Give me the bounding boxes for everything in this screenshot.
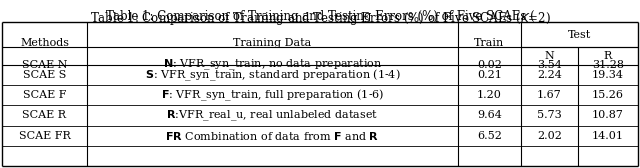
Text: 0.21: 0.21 xyxy=(477,70,502,80)
Text: 1.20: 1.20 xyxy=(477,90,502,100)
Text: SCAE R: SCAE R xyxy=(22,111,67,120)
Text: R: R xyxy=(604,51,612,61)
Text: Train: Train xyxy=(474,38,504,49)
Text: Methods: Methods xyxy=(20,38,69,49)
Text: Table 1: Comparison of Training and Testing Errors (%) of Five SCAEs (: Table 1: Comparison of Training and Test… xyxy=(106,10,534,23)
Text: Test: Test xyxy=(568,30,591,39)
Text: 14.01: 14.01 xyxy=(592,131,624,141)
Text: Table 1: Comparison of Training and Testing Errors (%) of Five SCAEs ($K$=2): Table 1: Comparison of Training and Test… xyxy=(90,10,550,27)
Text: 6.52: 6.52 xyxy=(477,131,502,141)
Text: $\mathbf{R}$:VFR_real_u, real unlabeled dataset: $\mathbf{R}$:VFR_real_u, real unlabeled … xyxy=(166,108,379,123)
Text: 10.87: 10.87 xyxy=(592,111,624,120)
Text: $\mathbf{N}$: VFR_syn_train, no data preparation: $\mathbf{N}$: VFR_syn_train, no data pre… xyxy=(163,58,382,72)
Text: 2.24: 2.24 xyxy=(537,70,562,80)
Text: SCAE F: SCAE F xyxy=(23,90,67,100)
Text: 3.54: 3.54 xyxy=(537,60,562,70)
Text: 2.02: 2.02 xyxy=(537,131,562,141)
Text: 9.64: 9.64 xyxy=(477,111,502,120)
Text: 1.67: 1.67 xyxy=(537,90,562,100)
Text: 0.02: 0.02 xyxy=(477,60,502,70)
Text: $\mathbf{F}$: VFR_syn_train, full preparation (1-6): $\mathbf{F}$: VFR_syn_train, full prepar… xyxy=(161,88,384,103)
Text: 5.73: 5.73 xyxy=(537,111,562,120)
Text: 31.28: 31.28 xyxy=(592,60,624,70)
Text: 19.34: 19.34 xyxy=(592,70,624,80)
Text: $\mathbf{FR}$ Combination of data from $\mathbf{F}$ and $\mathbf{R}$: $\mathbf{FR}$ Combination of data from $… xyxy=(165,130,380,142)
Text: SCAE N: SCAE N xyxy=(22,60,67,70)
Text: $\mathbf{S}$: VFR_syn_train, standard preparation (1-4): $\mathbf{S}$: VFR_syn_train, standard pr… xyxy=(145,67,400,83)
Text: 15.26: 15.26 xyxy=(592,90,624,100)
Text: N: N xyxy=(545,51,554,61)
Text: Training Data: Training Data xyxy=(234,38,312,49)
Text: SCAE S: SCAE S xyxy=(23,70,66,80)
Text: SCAE FR: SCAE FR xyxy=(19,131,70,141)
